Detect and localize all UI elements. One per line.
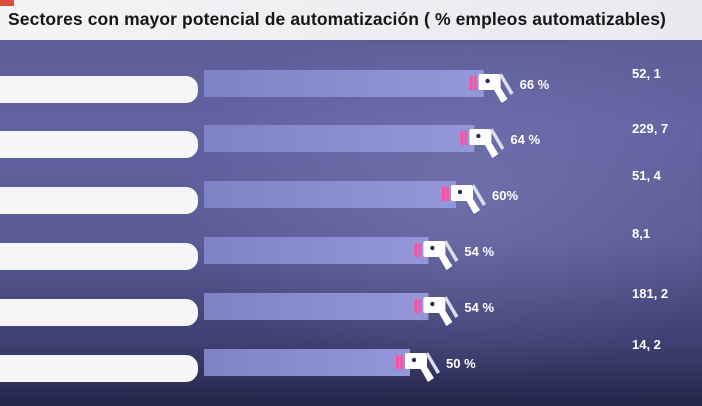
robot-arm-icon (469, 73, 514, 103)
bar (204, 237, 429, 264)
secondary-value-label: 52, 1 (632, 66, 661, 81)
secondary-value-label: 51, 4 (632, 168, 662, 183)
bar (204, 349, 410, 376)
secondary-value-label: 229, 7 (632, 121, 668, 136)
robot-arm-icon (414, 240, 459, 270)
value-label: 60% (492, 188, 518, 203)
category-label-pill (0, 131, 198, 158)
category-label-pill (0, 76, 198, 103)
chart-title: Sectores con mayor potencial de automati… (8, 9, 666, 29)
value-label: 66 % (520, 77, 550, 92)
bar (204, 70, 484, 97)
category-label-pill (0, 243, 198, 270)
value-label: 50 % (446, 356, 476, 371)
value-label: 54 % (464, 300, 494, 315)
secondary-value-label: 8,1 (632, 226, 650, 241)
bar (204, 181, 456, 208)
title-accent (0, 0, 14, 6)
robot-arm-icon (396, 352, 440, 382)
category-label-pill (0, 355, 198, 382)
robot-arm-icon (460, 128, 505, 158)
bar (204, 125, 475, 152)
category-label-pill (0, 299, 198, 326)
title-strip (0, 0, 702, 40)
category-label-pill (0, 187, 198, 214)
robot-arm-icon (414, 296, 459, 326)
value-label: 54 % (464, 244, 494, 259)
secondary-value-label: 14, 2 (632, 337, 661, 352)
robot-arm-icon (442, 184, 486, 214)
value-label: 64 % (510, 132, 540, 147)
secondary-value-label: 181, 2 (632, 286, 668, 301)
bar (204, 293, 429, 320)
